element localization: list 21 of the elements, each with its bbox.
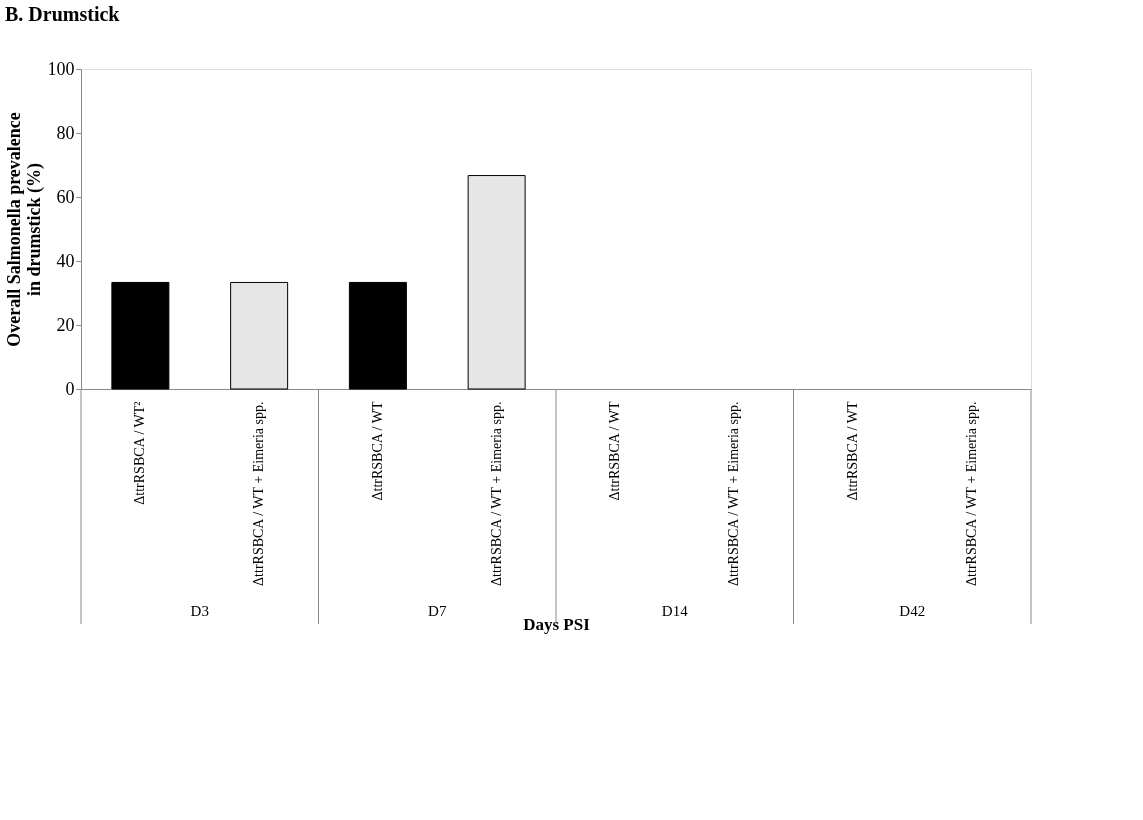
y-tick-label: 0 [65, 378, 75, 399]
x-tick-label: ΔttrRSBCA / WT + Eimeria spp. [963, 401, 979, 586]
y-tick-label: 40 [56, 250, 75, 271]
y-tick-label: 100 [47, 58, 75, 79]
x-tick-label: ΔttrRSBCA / WT + Eimeria spp. [726, 401, 742, 586]
x-tick-label: ΔttrRSBCA / WT [607, 401, 623, 501]
text: D7 [428, 603, 447, 619]
text: D14 [661, 603, 689, 619]
x-tick-label: ΔttrRSBCA / WT² [132, 401, 148, 505]
y-tick-label: 20 [56, 314, 75, 335]
x-tick-label: ΔttrRSBCA / WT [369, 401, 385, 501]
chart-title: B. Drumstick [5, 3, 121, 25]
x-tick-label: ΔttrRSBCA / WT [844, 401, 860, 501]
y-tick-label: 80 [56, 122, 75, 143]
y-tick-label: 60 [56, 186, 75, 207]
x-tick-label: ΔttrRSBCA / WT + Eimeria spp. [251, 401, 267, 586]
x-tick-label: ΔttrRSBCA / WT + Eimeria spp. [488, 401, 504, 586]
x-axis-title: Days PSI [523, 615, 591, 635]
y-axis-title: Overall Salmonella prevalence in drumstick (%) [3, 112, 45, 347]
text: D42 [899, 603, 926, 619]
text: D3 [190, 603, 209, 619]
